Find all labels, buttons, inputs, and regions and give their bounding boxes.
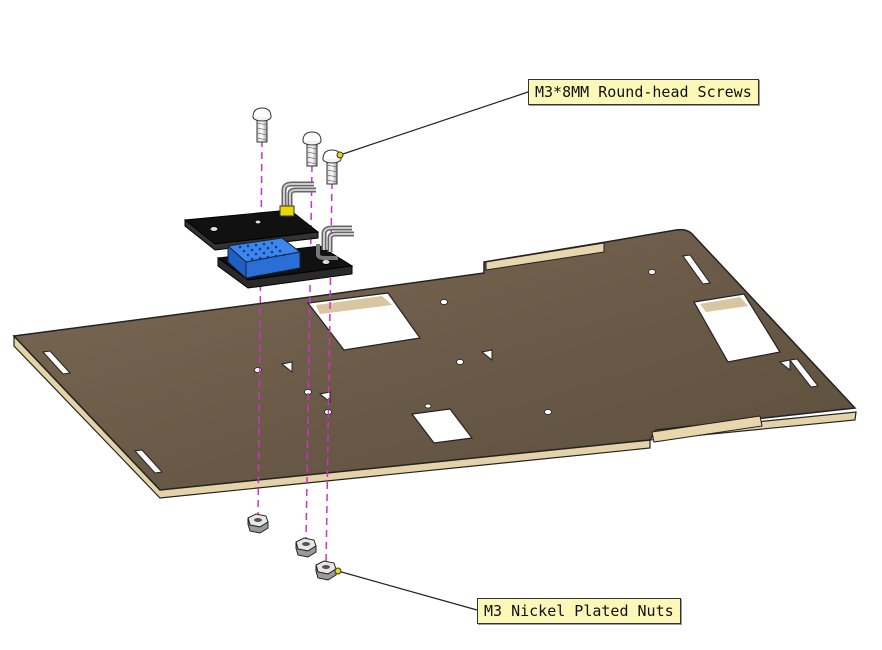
callout-nuts-label: M3 Nickel Plated Nuts: [477, 598, 681, 624]
opening-3: [410, 408, 474, 444]
slot-1: [41, 350, 72, 375]
header-pins-front: [316, 225, 354, 260]
slot-3: [682, 254, 711, 285]
nut-2: [295, 537, 317, 558]
nut-1: [247, 513, 269, 534]
slot-4: [789, 358, 819, 388]
header-pins-rear: [279, 181, 316, 217]
leader-screws: [336, 91, 529, 159]
rail-bottom: [651, 415, 763, 443]
nut-3: [315, 560, 337, 581]
screw-2: [302, 131, 322, 167]
slot-2: [133, 449, 164, 474]
blue-sensor: [226, 237, 302, 280]
callout-screws-label: M3*8MM Round-head Screws: [528, 79, 759, 105]
opening-2: [693, 293, 781, 363]
base-plate: [12, 228, 857, 499]
rail-top: [485, 242, 605, 271]
screw-1: [252, 107, 272, 143]
mount-holes: [254, 269, 656, 415]
sensor-module: [183, 181, 354, 289]
leader-nuts: [334, 567, 478, 611]
screw-3: [322, 149, 342, 185]
